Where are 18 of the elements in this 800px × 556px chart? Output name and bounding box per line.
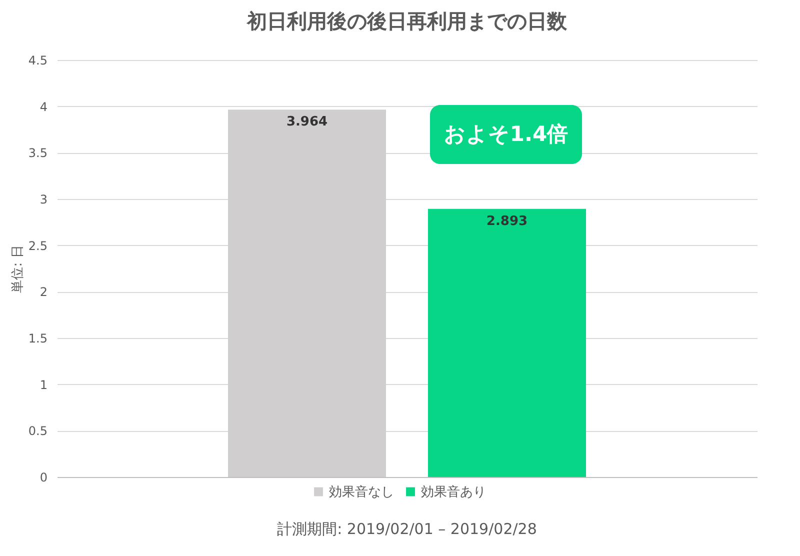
y-tick-label: 1 xyxy=(40,378,48,392)
y-tick-label: 0 xyxy=(40,470,48,484)
y-tick-label: 2 xyxy=(40,285,48,300)
y-tick-label: 4.5 xyxy=(28,54,48,68)
data-label: 2.893 xyxy=(486,214,528,229)
y-tick-label: 4 xyxy=(40,100,48,114)
y-tick-label: 2.5 xyxy=(28,238,48,253)
text: 計測期間: 2019/02/01 – 2019/02/28 xyxy=(277,520,537,538)
y-axis-title: 単位: 日 xyxy=(10,245,26,293)
y-tick-label: 3.5 xyxy=(28,146,48,160)
legend-label: 効果音あり xyxy=(421,484,486,500)
y-tick-label: 3 xyxy=(40,192,48,206)
y-tick-label: 0.5 xyxy=(28,424,48,438)
annotation: およそ1.4倍 xyxy=(444,122,568,146)
legend-label: 効果音なし xyxy=(329,484,394,500)
chart-title: 初日利用後の後日再利用までの日数 xyxy=(246,9,568,33)
y-tick-label: 1.5 xyxy=(28,332,48,346)
data-label: 3.964 xyxy=(286,114,328,130)
